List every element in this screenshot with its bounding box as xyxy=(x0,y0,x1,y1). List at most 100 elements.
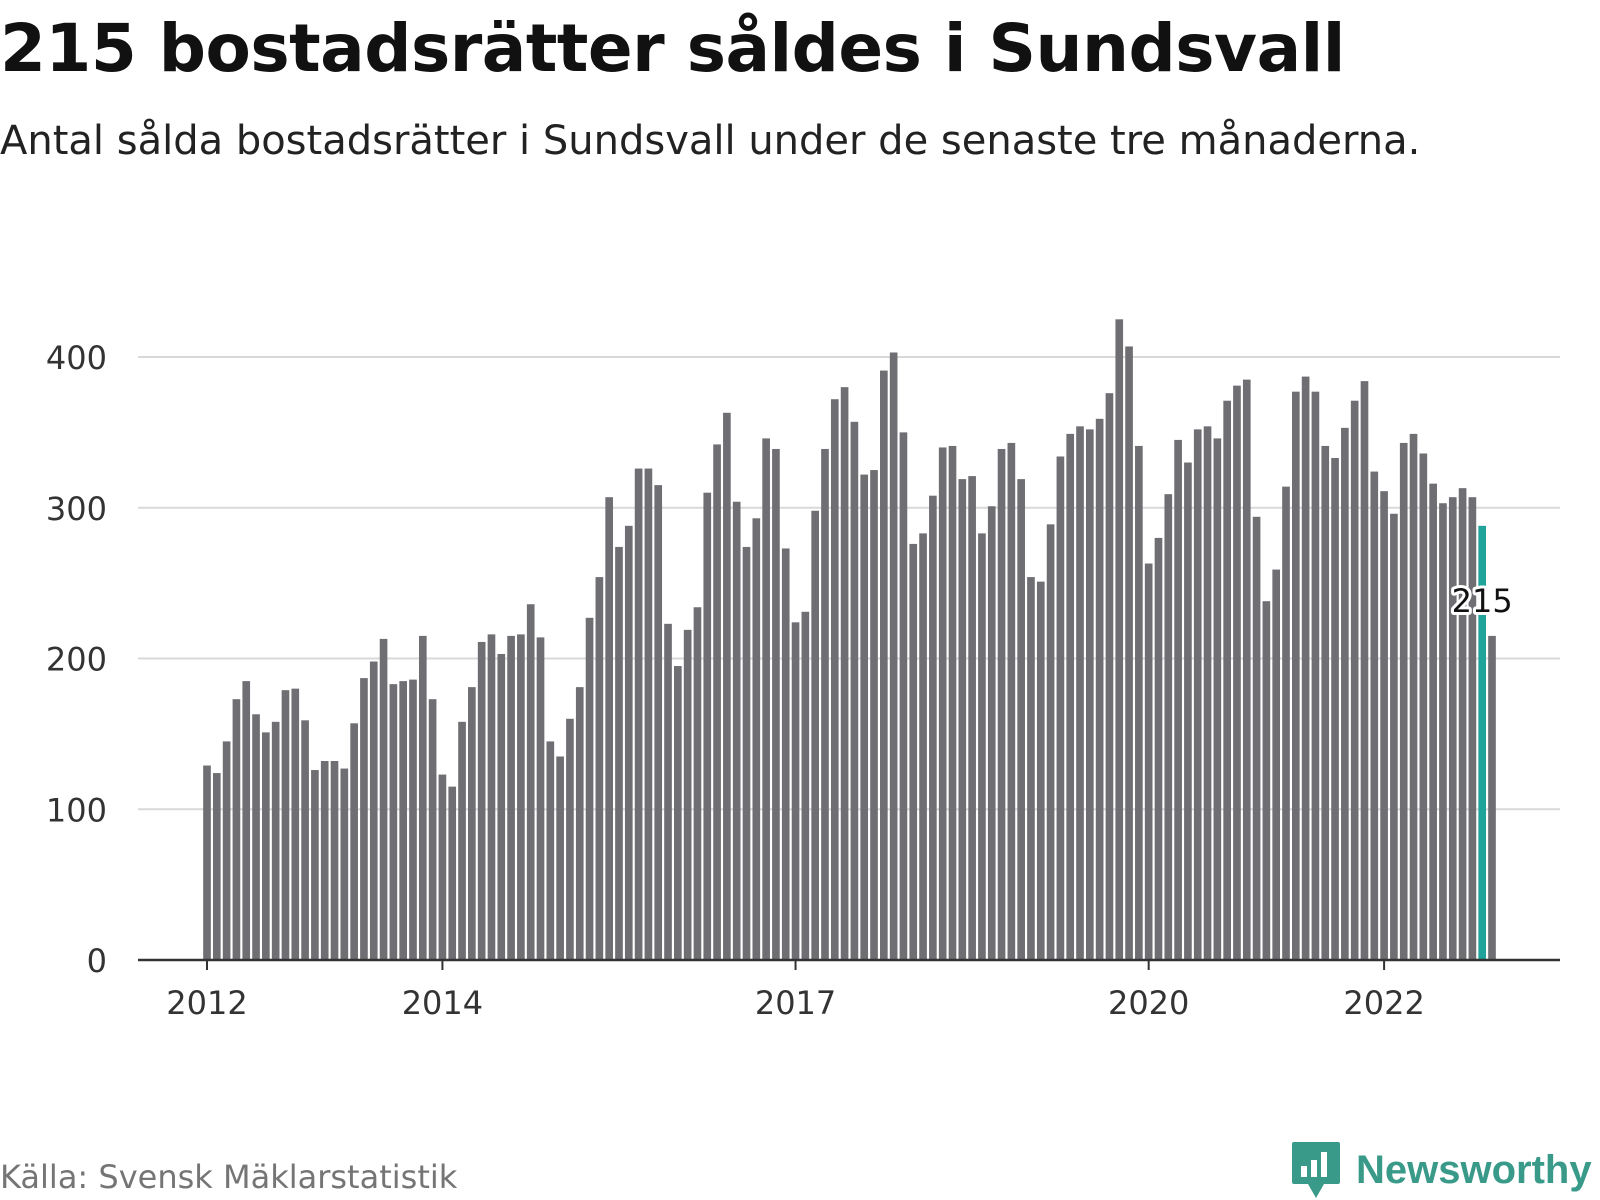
bar xyxy=(1066,433,1075,960)
bar xyxy=(772,448,780,960)
bar xyxy=(919,533,927,960)
bar xyxy=(1262,601,1271,960)
bar xyxy=(1036,581,1045,960)
bar xyxy=(978,533,986,960)
brand-logo-block[interactable]: Newsworthy xyxy=(1290,1140,1592,1200)
bar xyxy=(1115,319,1124,960)
bar xyxy=(1301,376,1310,961)
bar xyxy=(752,518,761,960)
bar xyxy=(1193,429,1202,960)
bar xyxy=(1380,491,1388,960)
bar xyxy=(605,497,613,960)
bar xyxy=(762,438,770,960)
y-tick-label: 0 xyxy=(87,942,107,980)
bar xyxy=(693,607,702,960)
x-tick-label: 2014 xyxy=(402,984,483,1022)
bar xyxy=(1076,426,1084,961)
bar xyxy=(1390,513,1398,960)
bar xyxy=(811,510,819,960)
bar xyxy=(1272,569,1281,960)
x-axis: 2012 2014 2017 2020 2022 xyxy=(138,958,1560,1022)
bar xyxy=(1341,427,1349,961)
bar xyxy=(850,421,859,960)
bar xyxy=(487,634,496,960)
bar xyxy=(1242,379,1251,960)
bar xyxy=(1331,458,1339,960)
bar xyxy=(732,501,741,960)
bar xyxy=(585,617,594,960)
bar xyxy=(1125,346,1133,960)
x-tick-label: 2020 xyxy=(1108,984,1189,1022)
bar xyxy=(889,352,898,961)
bar xyxy=(664,623,672,960)
bar xyxy=(683,629,692,960)
y-tick-label: 300 xyxy=(46,490,107,528)
bar xyxy=(546,741,555,960)
bar xyxy=(320,761,329,960)
bar xyxy=(997,448,1006,960)
chart-title: 215 bostadsrätter såldes i Sundsvall xyxy=(0,10,1345,87)
bar xyxy=(369,661,378,960)
bar xyxy=(301,720,309,960)
bar xyxy=(634,468,643,960)
bar xyxy=(536,637,545,960)
bar xyxy=(938,447,947,960)
bar xyxy=(526,604,535,960)
bar xyxy=(1448,497,1457,960)
bar xyxy=(1007,442,1016,960)
bar xyxy=(781,548,790,960)
bar xyxy=(271,721,280,961)
bar xyxy=(1233,385,1241,960)
bar xyxy=(791,622,800,960)
bar xyxy=(987,506,996,960)
bar xyxy=(438,774,447,960)
bar xyxy=(1095,418,1104,960)
bar xyxy=(360,678,368,960)
bar xyxy=(948,445,957,960)
bar xyxy=(1056,456,1065,960)
bar xyxy=(232,699,241,960)
bar xyxy=(507,635,515,960)
bar xyxy=(477,641,486,960)
bar xyxy=(1252,516,1261,960)
y-tick-label: 400 xyxy=(46,339,107,377)
bar-highlighted xyxy=(1478,525,1487,960)
annotations: 215 xyxy=(1449,579,1516,623)
bar xyxy=(644,468,653,960)
bar xyxy=(575,687,584,960)
bar xyxy=(1419,453,1428,960)
bar xyxy=(1174,439,1182,960)
bar xyxy=(595,577,604,961)
bar xyxy=(1164,494,1173,960)
bar xyxy=(517,634,525,960)
y-tick-label: 100 xyxy=(46,791,107,829)
bar xyxy=(801,611,810,960)
bar xyxy=(1458,488,1467,960)
brand-name: Newsworthy xyxy=(1356,1147,1592,1192)
bar xyxy=(566,718,574,960)
bar xyxy=(1086,429,1094,960)
bar xyxy=(340,768,349,960)
bar xyxy=(1203,426,1212,961)
bar xyxy=(242,681,251,960)
bar xyxy=(860,474,869,960)
bar xyxy=(723,412,731,960)
highlight-data-label: 215 xyxy=(1452,582,1513,620)
bar xyxy=(1409,433,1418,960)
bar xyxy=(203,765,211,960)
bar xyxy=(1184,462,1192,960)
bar xyxy=(262,732,270,960)
source-note: Källa: Svensk Mäklarstatistik xyxy=(0,1158,458,1196)
bar xyxy=(458,721,466,961)
bar xyxy=(880,370,888,960)
bar xyxy=(830,399,839,961)
bar xyxy=(674,666,682,960)
bar xyxy=(840,387,849,960)
bar xyxy=(212,773,221,960)
bar xyxy=(291,688,300,960)
bar xyxy=(615,546,623,960)
bar xyxy=(968,476,976,960)
x-tick-label: 2017 xyxy=(755,984,836,1022)
bar xyxy=(624,525,633,960)
bar xyxy=(428,699,437,960)
